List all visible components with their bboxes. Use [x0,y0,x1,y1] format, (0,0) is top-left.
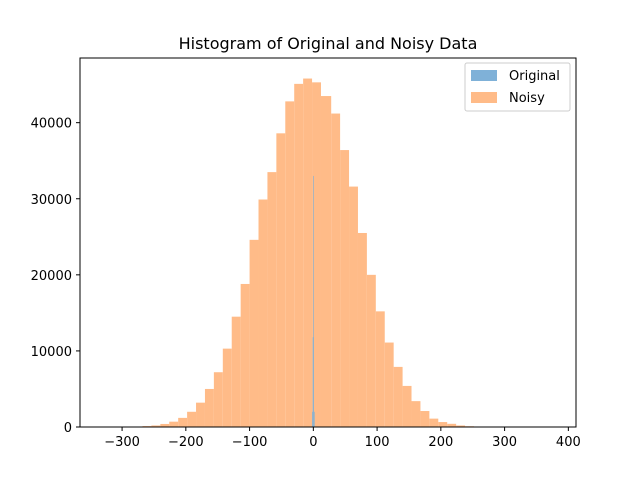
noisy-bar [267,172,277,427]
legend-swatch-original [471,70,497,81]
legend-swatch-noisy [471,92,497,103]
noisy-bar [187,411,197,427]
x-tick-label: 100 [365,435,390,450]
noisy-bar [384,342,394,427]
plot-frame [79,57,577,428]
noisy-bar [393,366,403,427]
original-bar [313,175,314,427]
noisy-bar [249,239,259,427]
noisy-bar [420,411,430,427]
noisy-bar [411,401,421,427]
x-tick-label: −300 [104,435,140,450]
x-axis: −300 −200 −100 0 100 200 300 400 [104,427,581,450]
noisy-bar [196,402,205,427]
noisy-bar [456,425,466,427]
legend: Original Noisy [464,62,571,112]
noisy-bar [169,421,179,427]
noisy-bar [429,418,439,427]
x-tick-label: 400 [556,435,581,450]
noisy-bar [357,232,367,427]
noisy-bar [402,385,412,427]
noisy-bar [320,96,332,428]
bars-layer [106,78,555,428]
x-tick-label: 0 [309,435,317,450]
noisy-bar [294,83,304,427]
noisy-bar [303,78,313,427]
noisy-bar [231,316,241,427]
original-bar [313,411,315,427]
x-tick-label: 300 [492,435,517,450]
noisy-bar [331,113,341,427]
y-tick-label: 30000 [31,193,72,208]
y-tick-label: 40000 [31,117,72,132]
noisy-bar [151,425,161,427]
noisy-bar [438,422,448,427]
noisy-bar [160,423,170,427]
noisy-bar [222,348,232,427]
noisy-bar [349,186,358,427]
noisy-bar [258,199,268,427]
noisy-bar [285,101,295,428]
x-tick-label: −200 [168,435,204,450]
original-bar [312,337,314,427]
y-axis: 0 10000 20000 30000 40000 [31,117,80,436]
y-tick-label: 10000 [31,345,72,360]
x-tick-label: −100 [232,435,268,450]
noisy-bar [375,311,385,427]
noisy-bar [312,82,321,428]
legend-label-noisy: Noisy [509,91,545,106]
chart-title: Histogram of Original and Noisy Data [179,34,478,53]
original-bar [312,411,313,427]
noisy-bar [366,274,376,427]
noisy-bar [276,133,286,427]
noisy-bar [447,423,457,427]
noisy-bar [213,372,223,427]
noisy-bar [204,388,214,427]
noisy-bar [178,417,188,427]
y-tick-label: 0 [64,421,72,436]
noisy-bar [340,150,350,427]
x-tick-label: 200 [428,435,453,450]
legend-label-original: Original [509,69,560,84]
y-tick-label: 20000 [31,269,72,284]
noisy-bar [240,283,250,427]
